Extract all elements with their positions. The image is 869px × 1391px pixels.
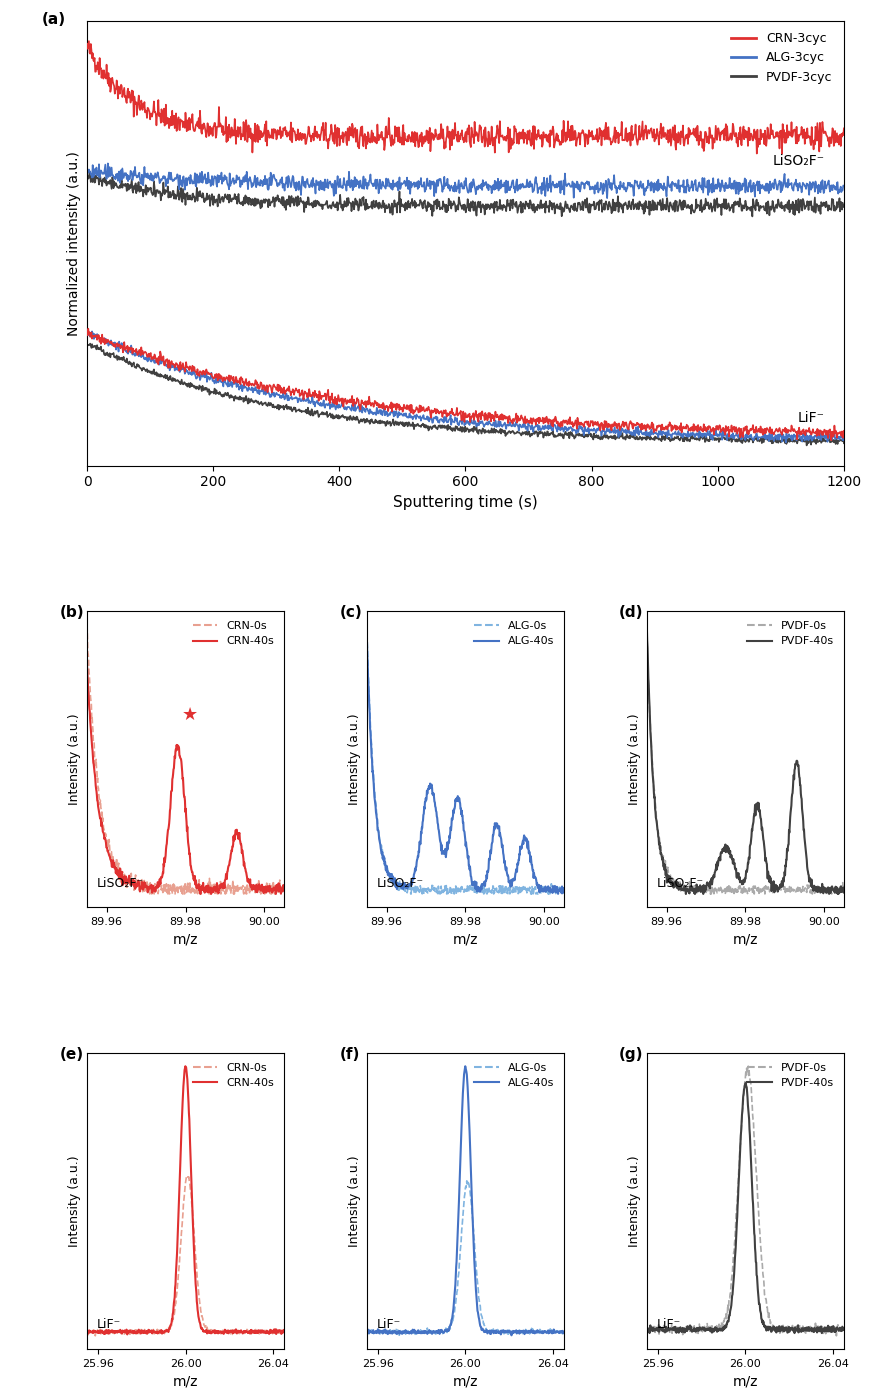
Text: (f): (f) bbox=[339, 1047, 359, 1061]
Text: (c): (c) bbox=[339, 605, 362, 620]
Text: ★: ★ bbox=[182, 705, 197, 723]
Y-axis label: Intensity (a.u.): Intensity (a.u.) bbox=[348, 714, 361, 805]
Text: (a): (a) bbox=[42, 13, 66, 26]
Legend: CRN-0s, CRN-40s: CRN-0s, CRN-40s bbox=[189, 616, 278, 651]
Y-axis label: Intensity (a.u.): Intensity (a.u.) bbox=[348, 1155, 361, 1246]
Legend: CRN-3cyc, ALG-3cyc, PVDF-3cyc: CRN-3cyc, ALG-3cyc, PVDF-3cyc bbox=[726, 26, 837, 89]
Y-axis label: Intensity (a.u.): Intensity (a.u.) bbox=[69, 1155, 82, 1246]
Text: LiSO₂F⁻: LiSO₂F⁻ bbox=[96, 876, 143, 890]
Legend: PVDF-0s, PVDF-40s: PVDF-0s, PVDF-40s bbox=[742, 616, 838, 651]
Y-axis label: Intensity (a.u.): Intensity (a.u.) bbox=[69, 714, 82, 805]
X-axis label: Sputtering time (s): Sputtering time (s) bbox=[393, 495, 537, 510]
Text: (b): (b) bbox=[59, 605, 84, 620]
Text: (d): (d) bbox=[619, 605, 643, 620]
X-axis label: m/z: m/z bbox=[732, 1374, 757, 1388]
Text: LiF⁻: LiF⁻ bbox=[96, 1319, 121, 1331]
Y-axis label: Intensity (a.u.): Intensity (a.u.) bbox=[627, 1155, 640, 1246]
Text: (g): (g) bbox=[619, 1047, 643, 1061]
Text: LiF⁻: LiF⁻ bbox=[376, 1319, 401, 1331]
Text: LiF⁻: LiF⁻ bbox=[656, 1319, 680, 1331]
Text: LiSO₂F⁻: LiSO₂F⁻ bbox=[772, 154, 824, 168]
X-axis label: m/z: m/z bbox=[452, 1374, 478, 1388]
X-axis label: m/z: m/z bbox=[452, 933, 478, 947]
Text: LiSO₂F⁻: LiSO₂F⁻ bbox=[376, 876, 423, 890]
Y-axis label: Normalized intensity (a.u.): Normalized intensity (a.u.) bbox=[68, 150, 82, 335]
Text: LiSO₂F⁻: LiSO₂F⁻ bbox=[656, 876, 703, 890]
Legend: PVDF-0s, PVDF-40s: PVDF-0s, PVDF-40s bbox=[742, 1059, 838, 1093]
X-axis label: m/z: m/z bbox=[173, 933, 198, 947]
Text: (e): (e) bbox=[59, 1047, 83, 1061]
Y-axis label: Intensity (a.u.): Intensity (a.u.) bbox=[627, 714, 640, 805]
Legend: ALG-0s, ALG-40s: ALG-0s, ALG-40s bbox=[469, 616, 558, 651]
Legend: ALG-0s, ALG-40s: ALG-0s, ALG-40s bbox=[469, 1059, 558, 1093]
X-axis label: m/z: m/z bbox=[732, 933, 757, 947]
Legend: CRN-0s, CRN-40s: CRN-0s, CRN-40s bbox=[189, 1059, 278, 1093]
X-axis label: m/z: m/z bbox=[173, 1374, 198, 1388]
Text: LiF⁻: LiF⁻ bbox=[797, 410, 824, 424]
